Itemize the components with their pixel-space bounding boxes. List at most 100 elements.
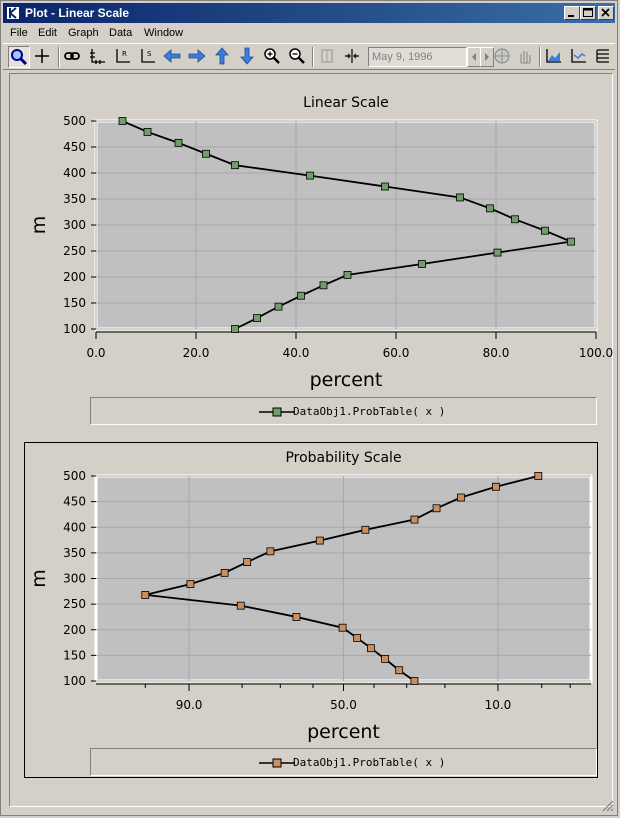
chart1-x-tick-label: 0.0 xyxy=(86,346,105,360)
zoom-in-button[interactable] xyxy=(262,46,284,68)
chart1-data-point xyxy=(174,138,183,147)
legend-probability[interactable]: DataObj1.ProbTable( x ) xyxy=(90,748,597,776)
chart2-data-point xyxy=(292,613,301,621)
maximize-button[interactable] xyxy=(580,6,596,20)
chart1-title: Linear Scale xyxy=(303,95,389,111)
link-button[interactable] xyxy=(62,46,84,68)
arrow-up-icon xyxy=(215,47,229,65)
chart1-y-tick-label: 400 xyxy=(63,166,86,180)
chart1-data-point xyxy=(274,302,283,311)
chart1-data-point xyxy=(297,291,305,300)
hand-button[interactable] xyxy=(515,46,537,68)
pan-left-button[interactable] xyxy=(162,46,184,68)
arrow-down-icon xyxy=(240,47,254,65)
globe-button[interactable] xyxy=(492,46,514,68)
menu-file[interactable]: File xyxy=(10,27,28,39)
chart2-y-tick-label: 250 xyxy=(63,597,86,611)
chart2-title: Probability Scale xyxy=(285,450,401,466)
axes-s-button[interactable]: S xyxy=(137,46,159,68)
chart2-y-tick-label: 100 xyxy=(63,674,86,688)
chart1-x-axis-label: percent xyxy=(310,369,383,391)
close-icon xyxy=(601,8,610,17)
legend-linear-label: DataObj1.ProbTable( x ) xyxy=(293,405,446,418)
chart2-y-tick-label: 300 xyxy=(63,572,86,586)
chart2-data-point xyxy=(353,634,362,642)
menu-data[interactable]: Data xyxy=(109,27,133,39)
chart1-data-point xyxy=(541,226,549,235)
chart2-y-tick-label: 450 xyxy=(63,495,86,509)
maximize-icon xyxy=(583,8,593,17)
chart1-x-tick-label: 20.0 xyxy=(183,346,210,360)
pan-down-button[interactable] xyxy=(237,46,259,68)
resize-grip-icon[interactable] xyxy=(600,798,614,812)
arrow-left-icon xyxy=(163,49,181,63)
chart2-y-tick-label: 150 xyxy=(63,648,86,662)
title-bar[interactable]: Plot - Linear Scale xyxy=(3,3,615,23)
chart1-data-point xyxy=(493,248,502,257)
chart1-data-point xyxy=(511,215,519,224)
close-button[interactable] xyxy=(598,6,614,20)
date-field[interactable]: May 9, 1996 xyxy=(368,47,467,67)
chart1-data-point xyxy=(253,314,261,322)
time-split-button[interactable] xyxy=(342,46,364,68)
chart1-data-point xyxy=(486,204,494,213)
chart2-data-point xyxy=(236,601,245,610)
chart2-x-axis-label: percent xyxy=(307,721,380,743)
zoom-select-button[interactable] xyxy=(8,46,30,68)
chart2-x-tick-label: 10.0 xyxy=(485,698,512,712)
chart1-data-point xyxy=(143,128,152,136)
chart1-x-tick-label: 100.0 xyxy=(579,346,613,360)
crosshair-icon xyxy=(35,49,49,63)
chart1-y-tick-label: 350 xyxy=(63,192,86,206)
axes-r-button[interactable]: R xyxy=(112,46,134,68)
zoom-out-button[interactable] xyxy=(287,46,309,68)
chart2-data-point xyxy=(410,515,419,524)
chart2-y-tick-label: 400 xyxy=(63,520,86,534)
split-icon xyxy=(321,49,333,63)
chart2-x-tick-label: 90.0 xyxy=(176,698,203,712)
zoom-in-icon xyxy=(264,48,280,64)
split-button[interactable] xyxy=(317,46,339,68)
legend-linear[interactable]: DataObj1.ProbTable( x ) xyxy=(90,397,597,425)
chart2-data-point xyxy=(410,677,419,685)
legend-probability-label: DataObj1.ProbTable( x ) xyxy=(293,756,446,769)
chart1-y-tick-label: 300 xyxy=(63,218,86,232)
chart2-data-point xyxy=(243,558,252,566)
triangle-left-icon xyxy=(472,53,476,61)
chart1-y-tick-label: 250 xyxy=(63,244,86,258)
chart2-data-point xyxy=(492,482,500,491)
date-next-button[interactable] xyxy=(480,47,494,67)
chart1-y-tick-label: 500 xyxy=(63,114,86,128)
minimize-button[interactable] xyxy=(564,6,580,20)
table-button[interactable] xyxy=(593,46,615,68)
menu-window[interactable]: Window xyxy=(144,27,184,39)
chart1-data-point xyxy=(456,193,464,202)
pan-right-button[interactable] xyxy=(187,46,209,68)
minimize-icon xyxy=(568,15,574,17)
legend-linear-swatch-icon xyxy=(259,407,295,417)
app-icon[interactable] xyxy=(6,6,20,20)
chart1-y-tick-label: 100 xyxy=(63,322,86,336)
axes-s-icon: S xyxy=(141,49,155,63)
chart2-y-axis-label: m xyxy=(28,569,50,588)
axes-r-icon: R xyxy=(116,49,130,63)
menu-graph[interactable]: Graph xyxy=(68,27,99,39)
area-chart-button[interactable] xyxy=(543,46,565,68)
menu-bar: File Edit Graph Data Window xyxy=(3,25,615,43)
pan-up-button[interactable] xyxy=(212,46,234,68)
chart2-data-point xyxy=(186,580,195,589)
chart1-y-tick-label: 200 xyxy=(63,270,86,284)
chart1-data-point xyxy=(231,325,239,333)
line-chart-button[interactable] xyxy=(568,46,590,68)
link-icon xyxy=(64,52,80,60)
menu-edit[interactable]: Edit xyxy=(38,27,57,39)
probability-panel xyxy=(24,442,598,778)
axes-button[interactable] xyxy=(87,46,109,68)
crosshair-button[interactable] xyxy=(32,46,54,68)
chart2-data-point xyxy=(338,623,347,632)
axes-icon xyxy=(90,49,105,64)
svg-text:R: R xyxy=(122,50,127,58)
chart1-y-axis-label: m xyxy=(28,216,50,235)
chart2-data-point xyxy=(361,525,370,534)
magnifier-icon xyxy=(11,49,28,66)
